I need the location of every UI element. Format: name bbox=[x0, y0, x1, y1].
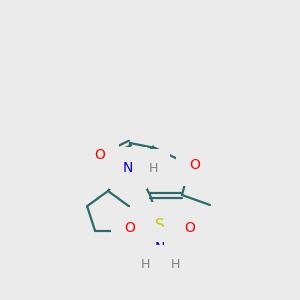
Text: O: O bbox=[94, 148, 105, 162]
Text: H: H bbox=[148, 161, 158, 175]
Text: H: H bbox=[170, 257, 180, 271]
Text: O: O bbox=[124, 221, 135, 235]
Text: H: H bbox=[140, 257, 150, 271]
Text: N: N bbox=[123, 161, 133, 175]
Text: O: O bbox=[190, 158, 200, 172]
Text: N: N bbox=[155, 241, 165, 255]
Text: O: O bbox=[184, 221, 195, 235]
Text: S: S bbox=[155, 218, 165, 232]
